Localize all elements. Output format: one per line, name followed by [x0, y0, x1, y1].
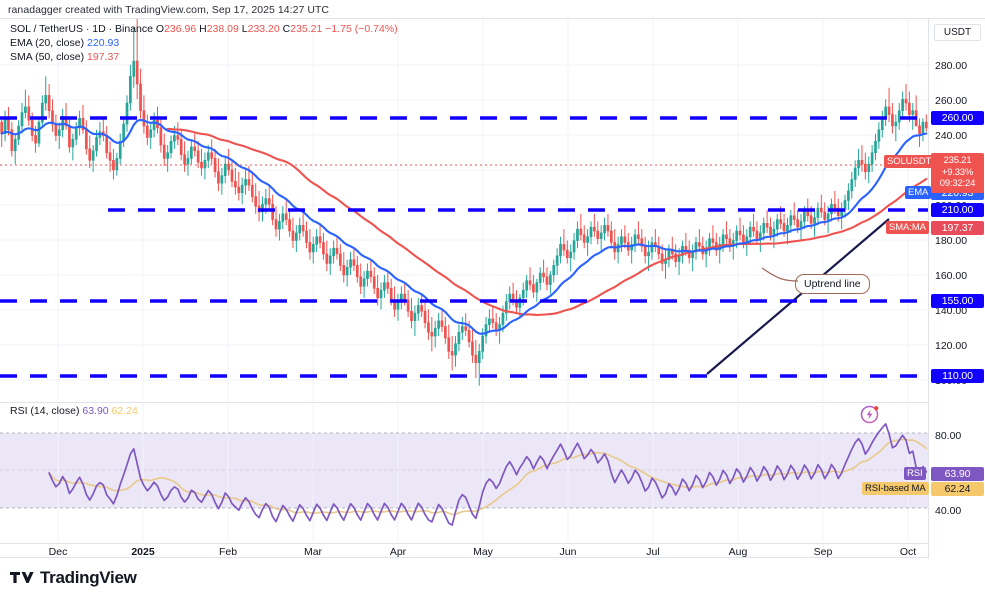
chart-frame: SOL / TetherUS · 1D · Binance O236.96 H2…	[0, 18, 985, 559]
rsi-legend-label: RSI (14, close)	[10, 405, 80, 417]
candlestick-series	[0, 19, 928, 386]
legend-change: −1.75 (−0.74%)	[325, 23, 398, 35]
time-label-sep: Sep	[813, 546, 833, 558]
rsi-band-borders	[0, 432, 928, 509]
time-label-apr: Apr	[389, 546, 407, 558]
last-price-change: +9.33%	[941, 166, 974, 178]
sma-price-badge[interactable]: 197.37	[931, 221, 984, 235]
axis-tick-rsi-80: 80.00	[935, 430, 962, 442]
uptrend-line	[706, 218, 890, 375]
axis-tick-140: 140.00	[935, 305, 968, 317]
horizontal-level-lines	[0, 116, 928, 378]
legend-symbol[interactable]: SOL / TetherUS · 1D · Binance	[10, 23, 153, 35]
time-label-jun: Jun	[559, 546, 577, 558]
tradingview-brand-text: TradingView	[40, 568, 137, 587]
ema-line	[0, 118, 928, 335]
legend-low-value: 233.20	[247, 23, 280, 35]
last-price-value: 235.21	[943, 155, 972, 166]
ema-tag[interactable]: EMA	[905, 186, 932, 199]
legend-low-label: L	[241, 23, 248, 35]
rsi-vertical-gridlines	[57, 403, 909, 542]
axis-tick-240: 240.00	[935, 130, 968, 142]
price-axis[interactable]: USDT 280.00 260.00 240.00 220.00 200.00 …	[928, 19, 985, 559]
callout-pointer	[761, 267, 799, 282]
rsi-legend[interactable]: RSI (14, close) 63.90 62.24	[10, 405, 138, 419]
rsi-pane[interactable]: RSI (14, close) 63.90 62.24	[0, 402, 928, 542]
rsi-line	[48, 423, 928, 526]
ema-legend-value: 220.93	[87, 37, 120, 49]
tradingview-footer-logo: TradingView	[10, 568, 137, 588]
ema-legend[interactable]: EMA (20, close) 220.93	[10, 37, 119, 51]
sma-legend[interactable]: SMA (50, close) 197.37	[10, 51, 119, 65]
level-badge-210[interactable]: 210.00	[931, 203, 984, 217]
lightning-bolt-icon[interactable]	[860, 404, 880, 424]
legend-open-value: 236.96	[164, 23, 197, 35]
tradingview-logo-icon	[10, 572, 34, 583]
sma-tag[interactable]: SMA:MA	[886, 221, 929, 234]
level-badge-260[interactable]: 260.00	[931, 111, 984, 125]
axis-unit-label: USDT	[934, 24, 981, 41]
sma-legend-value: 197.37	[87, 51, 120, 63]
legend-high-value: 238.09	[206, 23, 239, 35]
axis-tick-280: 280.00	[935, 60, 968, 72]
price-chart-svg	[0, 19, 928, 401]
time-label-2025: 2025	[131, 546, 155, 558]
time-label-aug: Aug	[728, 546, 748, 558]
axis-tick-180: 180.00	[935, 235, 968, 247]
legend-high-label: H	[199, 23, 207, 35]
legend-close-label: C	[282, 23, 291, 35]
rsi-chart-svg	[0, 403, 928, 542]
time-label-dec: Dec	[48, 546, 68, 558]
legend-open-label: O	[155, 23, 165, 35]
legend-close-value: 235.21	[290, 23, 323, 35]
horizontal-gridlines	[0, 64, 928, 381]
rsi-ma-value-badge[interactable]: 62.24	[931, 482, 984, 496]
price-legend: SOL / TetherUS · 1D · Binance O236.96 H2…	[10, 23, 398, 37]
time-label-jul: Jul	[646, 546, 660, 558]
time-label-may: May	[473, 546, 493, 558]
level-badge-110[interactable]: 110.00	[931, 369, 984, 383]
last-price-badge[interactable]: 235.21 +9.33% 09:32:24	[931, 153, 984, 193]
axis-tick-260: 260.00	[935, 95, 968, 107]
time-label-feb: Feb	[218, 546, 238, 558]
rsi-ma-legend-value: 62.24	[111, 405, 138, 417]
rsi-legend-value: 63.90	[82, 405, 109, 417]
sma-line	[166, 127, 928, 316]
last-price-countdown: 09:32:24	[939, 178, 976, 189]
attribution-text: ranadagger created with TradingView.com,…	[8, 4, 330, 16]
rsi-ma-tag[interactable]: RSI-based MA	[862, 482, 929, 495]
rsi-tag[interactable]: RSI	[904, 467, 926, 480]
rsi-value-badge[interactable]: 63.90	[931, 467, 984, 481]
level-badge-155[interactable]: 155.00	[931, 294, 984, 308]
time-label-mar: Mar	[303, 546, 323, 558]
uptrend-line-annotation[interactable]: Uptrend line	[795, 274, 870, 294]
axis-tick-rsi-40: 40.00	[935, 505, 962, 517]
price-pane[interactable]: SOL / TetherUS · 1D · Binance O236.96 H2…	[0, 19, 928, 401]
axis-tick-120: 120.00	[935, 340, 968, 352]
last-price-tag[interactable]: SOLUSDT	[884, 155, 935, 168]
ema-legend-label: EMA (20, close)	[10, 37, 85, 49]
axis-tick-160: 160.00	[935, 270, 968, 282]
sma-legend-label: SMA (50, close)	[10, 51, 85, 63]
time-label-oct: Oct	[899, 546, 917, 558]
time-axis[interactable]: Dec 2025 Feb Mar Apr May Jun Jul Aug Sep…	[0, 543, 928, 559]
